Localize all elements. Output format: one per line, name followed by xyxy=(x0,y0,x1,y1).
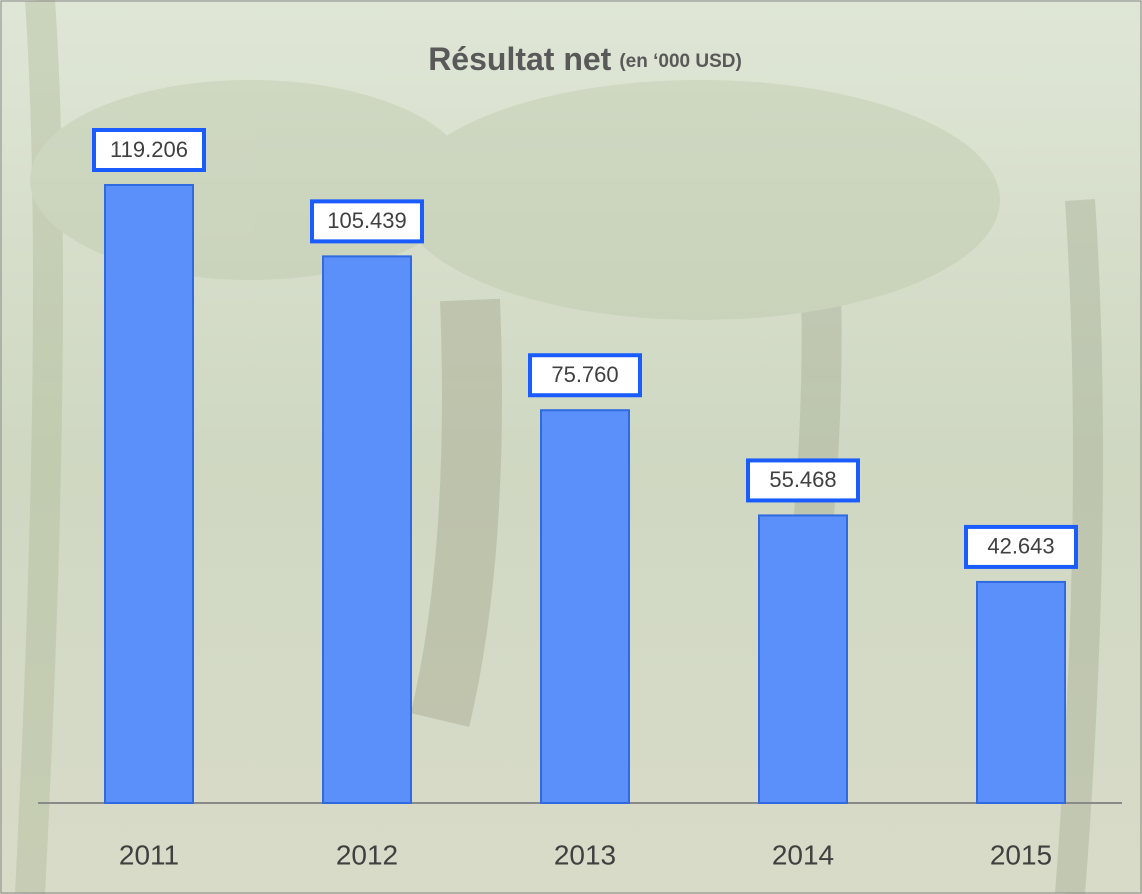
value-label: 42.643 xyxy=(987,534,1054,559)
value-label-box xyxy=(964,524,1078,569)
bar xyxy=(758,514,848,804)
x-tick-label: 2012 xyxy=(336,839,398,870)
subtitle: (en ‘000 USD) xyxy=(619,51,741,72)
value-label-box xyxy=(310,199,424,244)
value-label-box xyxy=(528,353,642,398)
value-label: 119.206 xyxy=(110,137,188,162)
bar xyxy=(322,255,412,804)
x-tick-label: 2014 xyxy=(772,839,834,870)
chart-title: Résultat net (en ‘000 USD) xyxy=(428,41,742,77)
value-label: 75.760 xyxy=(551,362,618,387)
x-tick-label: 2015 xyxy=(990,839,1052,870)
value-label: 105.439 xyxy=(327,208,407,233)
bar xyxy=(540,409,630,804)
value-label-box xyxy=(92,128,206,172)
bar xyxy=(104,184,194,804)
value-label: 55.468 xyxy=(769,467,836,492)
x-tick-label: 2013 xyxy=(554,839,616,870)
bar xyxy=(976,580,1066,804)
title: Résultat net xyxy=(428,41,611,77)
value-label-box xyxy=(746,458,860,503)
x-tick-label: 2011 xyxy=(119,839,179,870)
